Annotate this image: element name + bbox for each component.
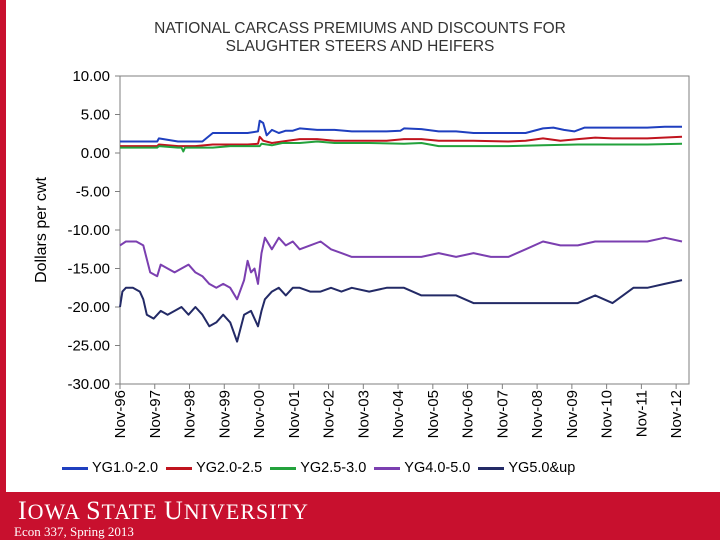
legend-label: YG5.0&up (508, 460, 576, 476)
legend-swatch (374, 466, 401, 470)
left-accent-bar (0, 0, 6, 492)
series-line-yg2-5-3-0 (120, 140, 683, 153)
y-tick-label: -10.00 (67, 222, 110, 239)
y-tick-label: 10.00 (72, 68, 110, 85)
x-tick-label: Nov-01 (286, 390, 303, 438)
legend-label: YG1.0-2.0 (92, 460, 159, 476)
x-tick-label: Nov-02 (321, 390, 338, 438)
chart-legend: YG1.0-2.0 YG2.0-2.5 YG2.5-3.0 YG4.0-5.0 YG5.… (62, 460, 583, 476)
y-tick-label: 0.00 (81, 145, 110, 162)
x-tick-label: Nov-97 (147, 390, 164, 438)
x-tick-label: Nov-96 (112, 390, 129, 438)
x-tick-label: Nov-06 (460, 390, 477, 438)
y-tick-label: -20.00 (67, 299, 110, 316)
chart-title: NATIONAL CARCASS PREMIUMS AND DISCOUNTS … (100, 20, 620, 56)
line-chart: 10.00 5.00 0.00 -5.00 -10.00 -15.00 -20.00 -25.… (67, 68, 690, 438)
legend-label: YG2.5-3.0 (300, 460, 367, 476)
course-label: Econ 337, Spring 2013 (14, 524, 134, 539)
x-tick-label: Nov-11 (633, 390, 650, 437)
x-tick-label: Nov-10 (599, 390, 616, 438)
university-wordmark: IOWA STATE UNIVERSITY (18, 496, 309, 525)
legend-label: YG4.0-5.0 (404, 460, 471, 476)
x-tick-label: Nov-00 (251, 390, 268, 438)
x-tick-label: Nov-05 (425, 390, 442, 438)
x-tick-label: Nov-12 (668, 390, 685, 438)
chart-title-line-1: NATIONAL CARCASS PREMIUMS AND DISCOUNTS … (154, 20, 566, 37)
x-tick-label: Nov-04 (390, 390, 407, 438)
legend-swatch (270, 466, 297, 470)
x-tick-label: Nov-08 (529, 390, 546, 438)
y-tick-label: -5.00 (76, 184, 110, 201)
legend-item: YG5.0&up (478, 460, 575, 476)
legend-label: YG2.0-2.5 (196, 460, 263, 476)
series-line-yg2-0-2-5 (120, 135, 683, 148)
series-line-yg4-0-5-0 (119, 236, 683, 301)
y-tick-label: -30.00 (67, 376, 110, 393)
legend-swatch (478, 466, 505, 470)
x-tick-label: Nov-09 (564, 390, 581, 438)
legend-swatch (166, 466, 193, 470)
x-tick-label: Nov-07 (494, 390, 511, 438)
series-line-yg1-0-2-0 (120, 119, 682, 143)
x-tick-label: Nov-98 (182, 390, 199, 438)
legend-item: YG4.0-5.0 (374, 460, 470, 476)
legend-item: YG2.0-2.5 (166, 460, 262, 476)
series-line-yg5-0-up (119, 279, 683, 343)
y-tick-label: -15.00 (67, 261, 110, 278)
legend-item: YG1.0-2.0 (62, 460, 158, 476)
y-tick-label: -25.00 (67, 338, 110, 355)
chart-title-line-2: SLAUGHTER STEERS AND HEIFERS (225, 38, 495, 55)
legend-swatch (62, 466, 88, 470)
x-tick-label: Nov-03 (355, 390, 372, 438)
y-tick-label: 5.00 (81, 107, 110, 124)
plot-area-frame (119, 75, 690, 385)
legend-item: YG2.5-3.0 (270, 460, 366, 476)
footer-bar: IOWA STATE UNIVERSITY Econ 337, Spring 2… (0, 492, 720, 540)
x-tick-label: Nov-99 (216, 390, 233, 438)
